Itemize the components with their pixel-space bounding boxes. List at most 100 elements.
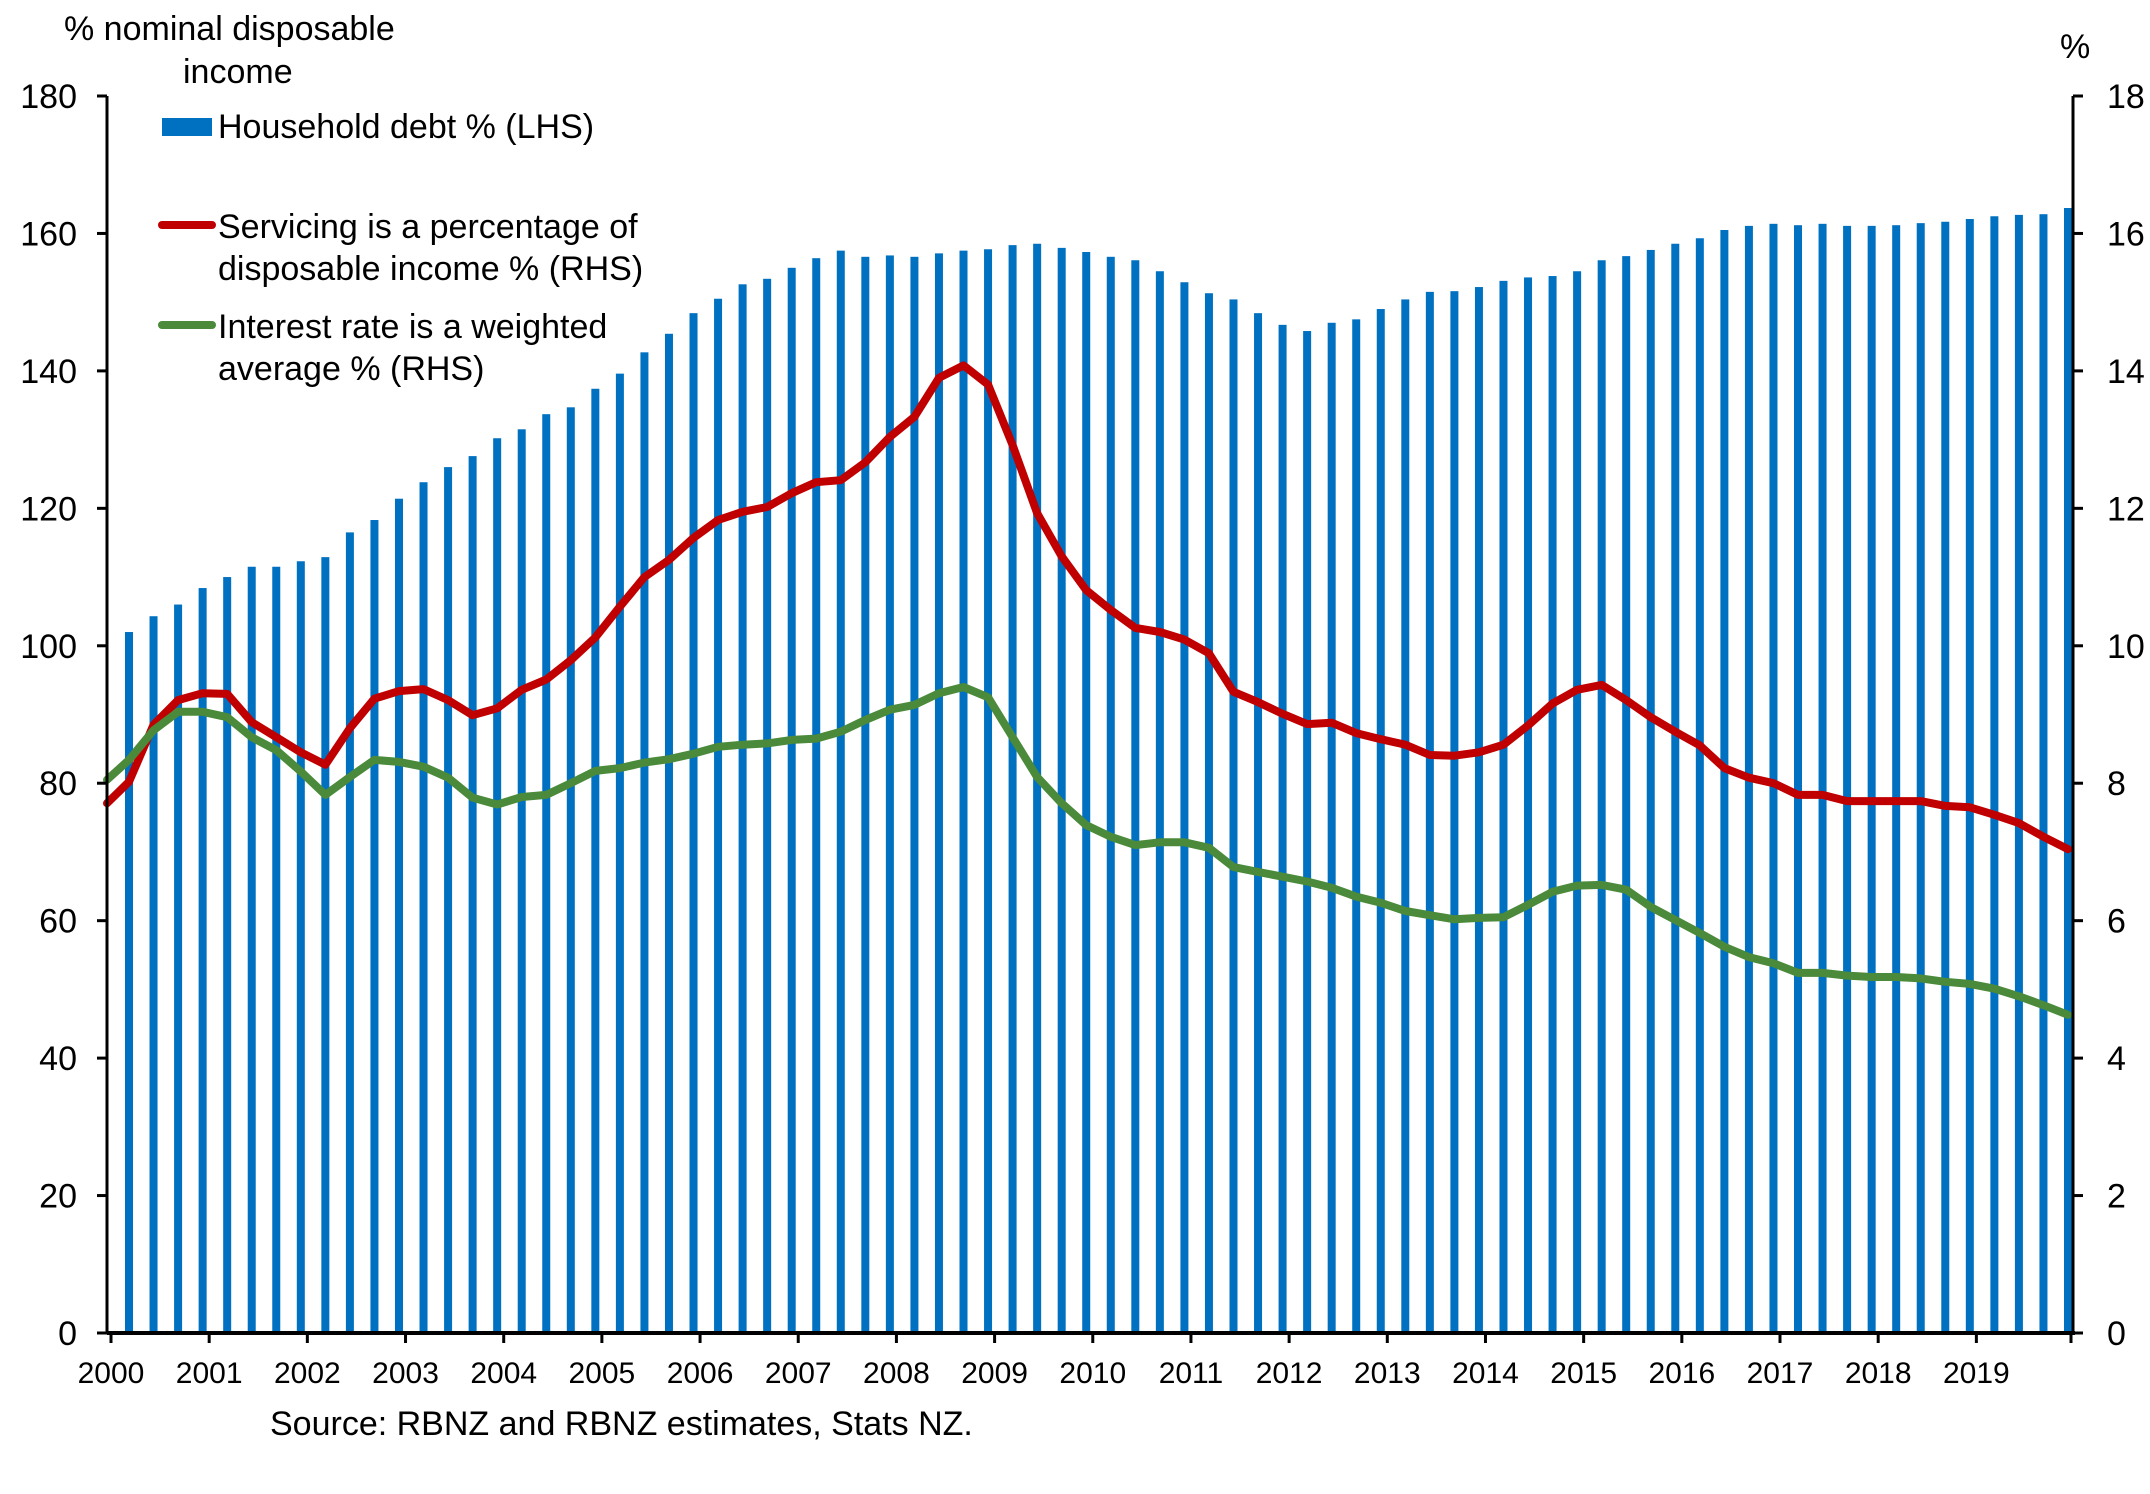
bar-household-debt bbox=[591, 388, 600, 1333]
bar-household-debt bbox=[1204, 293, 1213, 1334]
bar-household-debt bbox=[1524, 277, 1533, 1334]
bar-household-debt bbox=[836, 250, 845, 1334]
bar-household-debt bbox=[1229, 299, 1238, 1333]
bar-household-debt bbox=[1769, 223, 1778, 1333]
bar-household-debt bbox=[1155, 271, 1164, 1333]
bar-household-debt bbox=[910, 256, 919, 1333]
bar-household-debt bbox=[812, 258, 821, 1334]
legend: Household debt % (LHS) Servicing is a pe… bbox=[158, 108, 643, 388]
left-axis-title-line2: income bbox=[183, 53, 293, 91]
bar-household-debt bbox=[1401, 299, 1410, 1333]
bar-household-debt bbox=[1450, 291, 1459, 1333]
x-axis-tick-label: 2008 bbox=[863, 1357, 930, 1390]
bar-household-debt bbox=[1376, 309, 1385, 1333]
bar-household-debt bbox=[198, 588, 207, 1333]
bar-household-debt bbox=[2014, 214, 2023, 1333]
bar-household-debt bbox=[885, 255, 894, 1334]
bar-household-debt bbox=[1548, 276, 1557, 1333]
x-axis-tick-label: 2019 bbox=[1943, 1357, 2010, 1390]
x-axis-tick-label: 2017 bbox=[1747, 1357, 1814, 1390]
bar-household-debt bbox=[125, 632, 133, 1333]
bar-household-debt bbox=[689, 313, 698, 1333]
bar-household-debt bbox=[1082, 252, 1091, 1333]
bar-household-debt bbox=[1008, 245, 1017, 1333]
bar-household-debt bbox=[1499, 280, 1508, 1333]
bar-household-debt bbox=[1254, 313, 1263, 1333]
bar-household-debt bbox=[615, 373, 624, 1333]
left-axis-tick-label: 100 bbox=[20, 628, 77, 666]
bar-household-debt bbox=[247, 566, 256, 1333]
bar-household-debt bbox=[370, 520, 379, 1333]
bar-household-debt bbox=[1180, 282, 1189, 1333]
bar-household-debt bbox=[321, 557, 330, 1333]
x-axis-tick-label: 2013 bbox=[1354, 1357, 1421, 1390]
right-axis-tick-label: 12 bbox=[2107, 490, 2145, 528]
bar-household-debt bbox=[1990, 216, 1999, 1333]
right-axis-tick-label: 4 bbox=[2107, 1040, 2126, 1078]
bar-household-debt bbox=[640, 352, 649, 1334]
bar-household-debt bbox=[984, 249, 993, 1333]
bar-household-debt bbox=[149, 616, 158, 1333]
line-series-group bbox=[103, 361, 2072, 1019]
bar-household-debt bbox=[1106, 256, 1115, 1333]
tick-labels: 0 20 40 60 80 100 120 140 160 180 0 2 4 6 8 10 12 14 16 18 2… bbox=[20, 78, 2145, 1390]
bar-household-debt bbox=[345, 532, 354, 1333]
left-axis-tick-label: 60 bbox=[39, 903, 77, 941]
left-axis-title-line1: % nominal disposable bbox=[64, 10, 395, 48]
bar-household-debt bbox=[493, 438, 502, 1333]
bar-household-debt bbox=[1646, 249, 1655, 1334]
bar-household-debt bbox=[1671, 243, 1680, 1333]
bar-household-debt bbox=[1303, 331, 1312, 1333]
bar-household-debt bbox=[861, 256, 870, 1333]
legend-swatch-household-debt bbox=[162, 118, 212, 136]
x-axis-tick-label: 2004 bbox=[470, 1357, 537, 1390]
x-axis-tick-label: 2016 bbox=[1648, 1357, 1715, 1390]
legend-label-interest-rate-line2: average % (RHS) bbox=[218, 350, 484, 388]
bar-household-debt bbox=[959, 250, 968, 1334]
x-axis-tick-label: 2015 bbox=[1550, 1357, 1617, 1390]
bar-household-debt bbox=[1941, 221, 1950, 1333]
bar-household-debt bbox=[1327, 322, 1336, 1333]
left-axis-tick-label: 120 bbox=[20, 490, 77, 528]
left-axis-tick-label: 40 bbox=[39, 1040, 77, 1078]
bar-household-debt bbox=[787, 267, 796, 1333]
bar-household-debt bbox=[174, 604, 183, 1333]
bar-household-debt bbox=[2039, 214, 2048, 1334]
right-axis-tick-label: 8 bbox=[2107, 765, 2126, 803]
bar-household-debt bbox=[1843, 225, 1852, 1333]
bar-household-debt bbox=[1622, 256, 1631, 1333]
x-axis-tick-label: 2012 bbox=[1256, 1357, 1323, 1390]
bar-household-debt bbox=[566, 407, 575, 1333]
axes bbox=[97, 94, 2083, 1343]
legend-label-servicing-line1: Servicing is a percentage of bbox=[218, 208, 638, 246]
bar-household-debt bbox=[934, 253, 943, 1333]
left-axis-tick-label: 160 bbox=[20, 215, 77, 253]
bar-household-debt bbox=[468, 456, 477, 1334]
bar-household-debt bbox=[1352, 319, 1361, 1334]
x-axis-tick-label: 2006 bbox=[667, 1357, 734, 1390]
bar-household-debt bbox=[444, 467, 453, 1334]
bar-household-debt bbox=[1597, 260, 1606, 1333]
bar-household-debt bbox=[419, 482, 428, 1334]
x-axis-tick-label: 2002 bbox=[274, 1357, 341, 1390]
x-axis-tick-label: 2018 bbox=[1845, 1357, 1912, 1390]
x-axis-tick-label: 2009 bbox=[961, 1357, 1028, 1390]
bar-household-debt bbox=[542, 414, 551, 1333]
left-axis-tick-label: 20 bbox=[39, 1178, 77, 1216]
right-axis-tick-label: 18 bbox=[2107, 78, 2145, 116]
bar-household-debt bbox=[714, 298, 723, 1334]
left-axis-tick-label: 180 bbox=[20, 78, 77, 116]
right-axis-tick-label: 0 bbox=[2107, 1315, 2126, 1353]
bar-household-debt bbox=[1892, 225, 1901, 1334]
legend-label-servicing-line2: disposable income % (RHS) bbox=[218, 250, 643, 288]
bar-household-debt bbox=[394, 498, 403, 1334]
bar-household-debt bbox=[1818, 223, 1827, 1333]
right-axis-tick-label: 2 bbox=[2107, 1178, 2126, 1216]
x-axis-tick-label: 2003 bbox=[372, 1357, 439, 1390]
bar-household-debt bbox=[1131, 260, 1140, 1333]
bar-household-debt bbox=[2064, 208, 2072, 1333]
bar-household-debt bbox=[1867, 225, 1876, 1333]
x-axis-tick-label: 2011 bbox=[1159, 1357, 1224, 1390]
right-axis-tick-label: 16 bbox=[2107, 215, 2145, 253]
